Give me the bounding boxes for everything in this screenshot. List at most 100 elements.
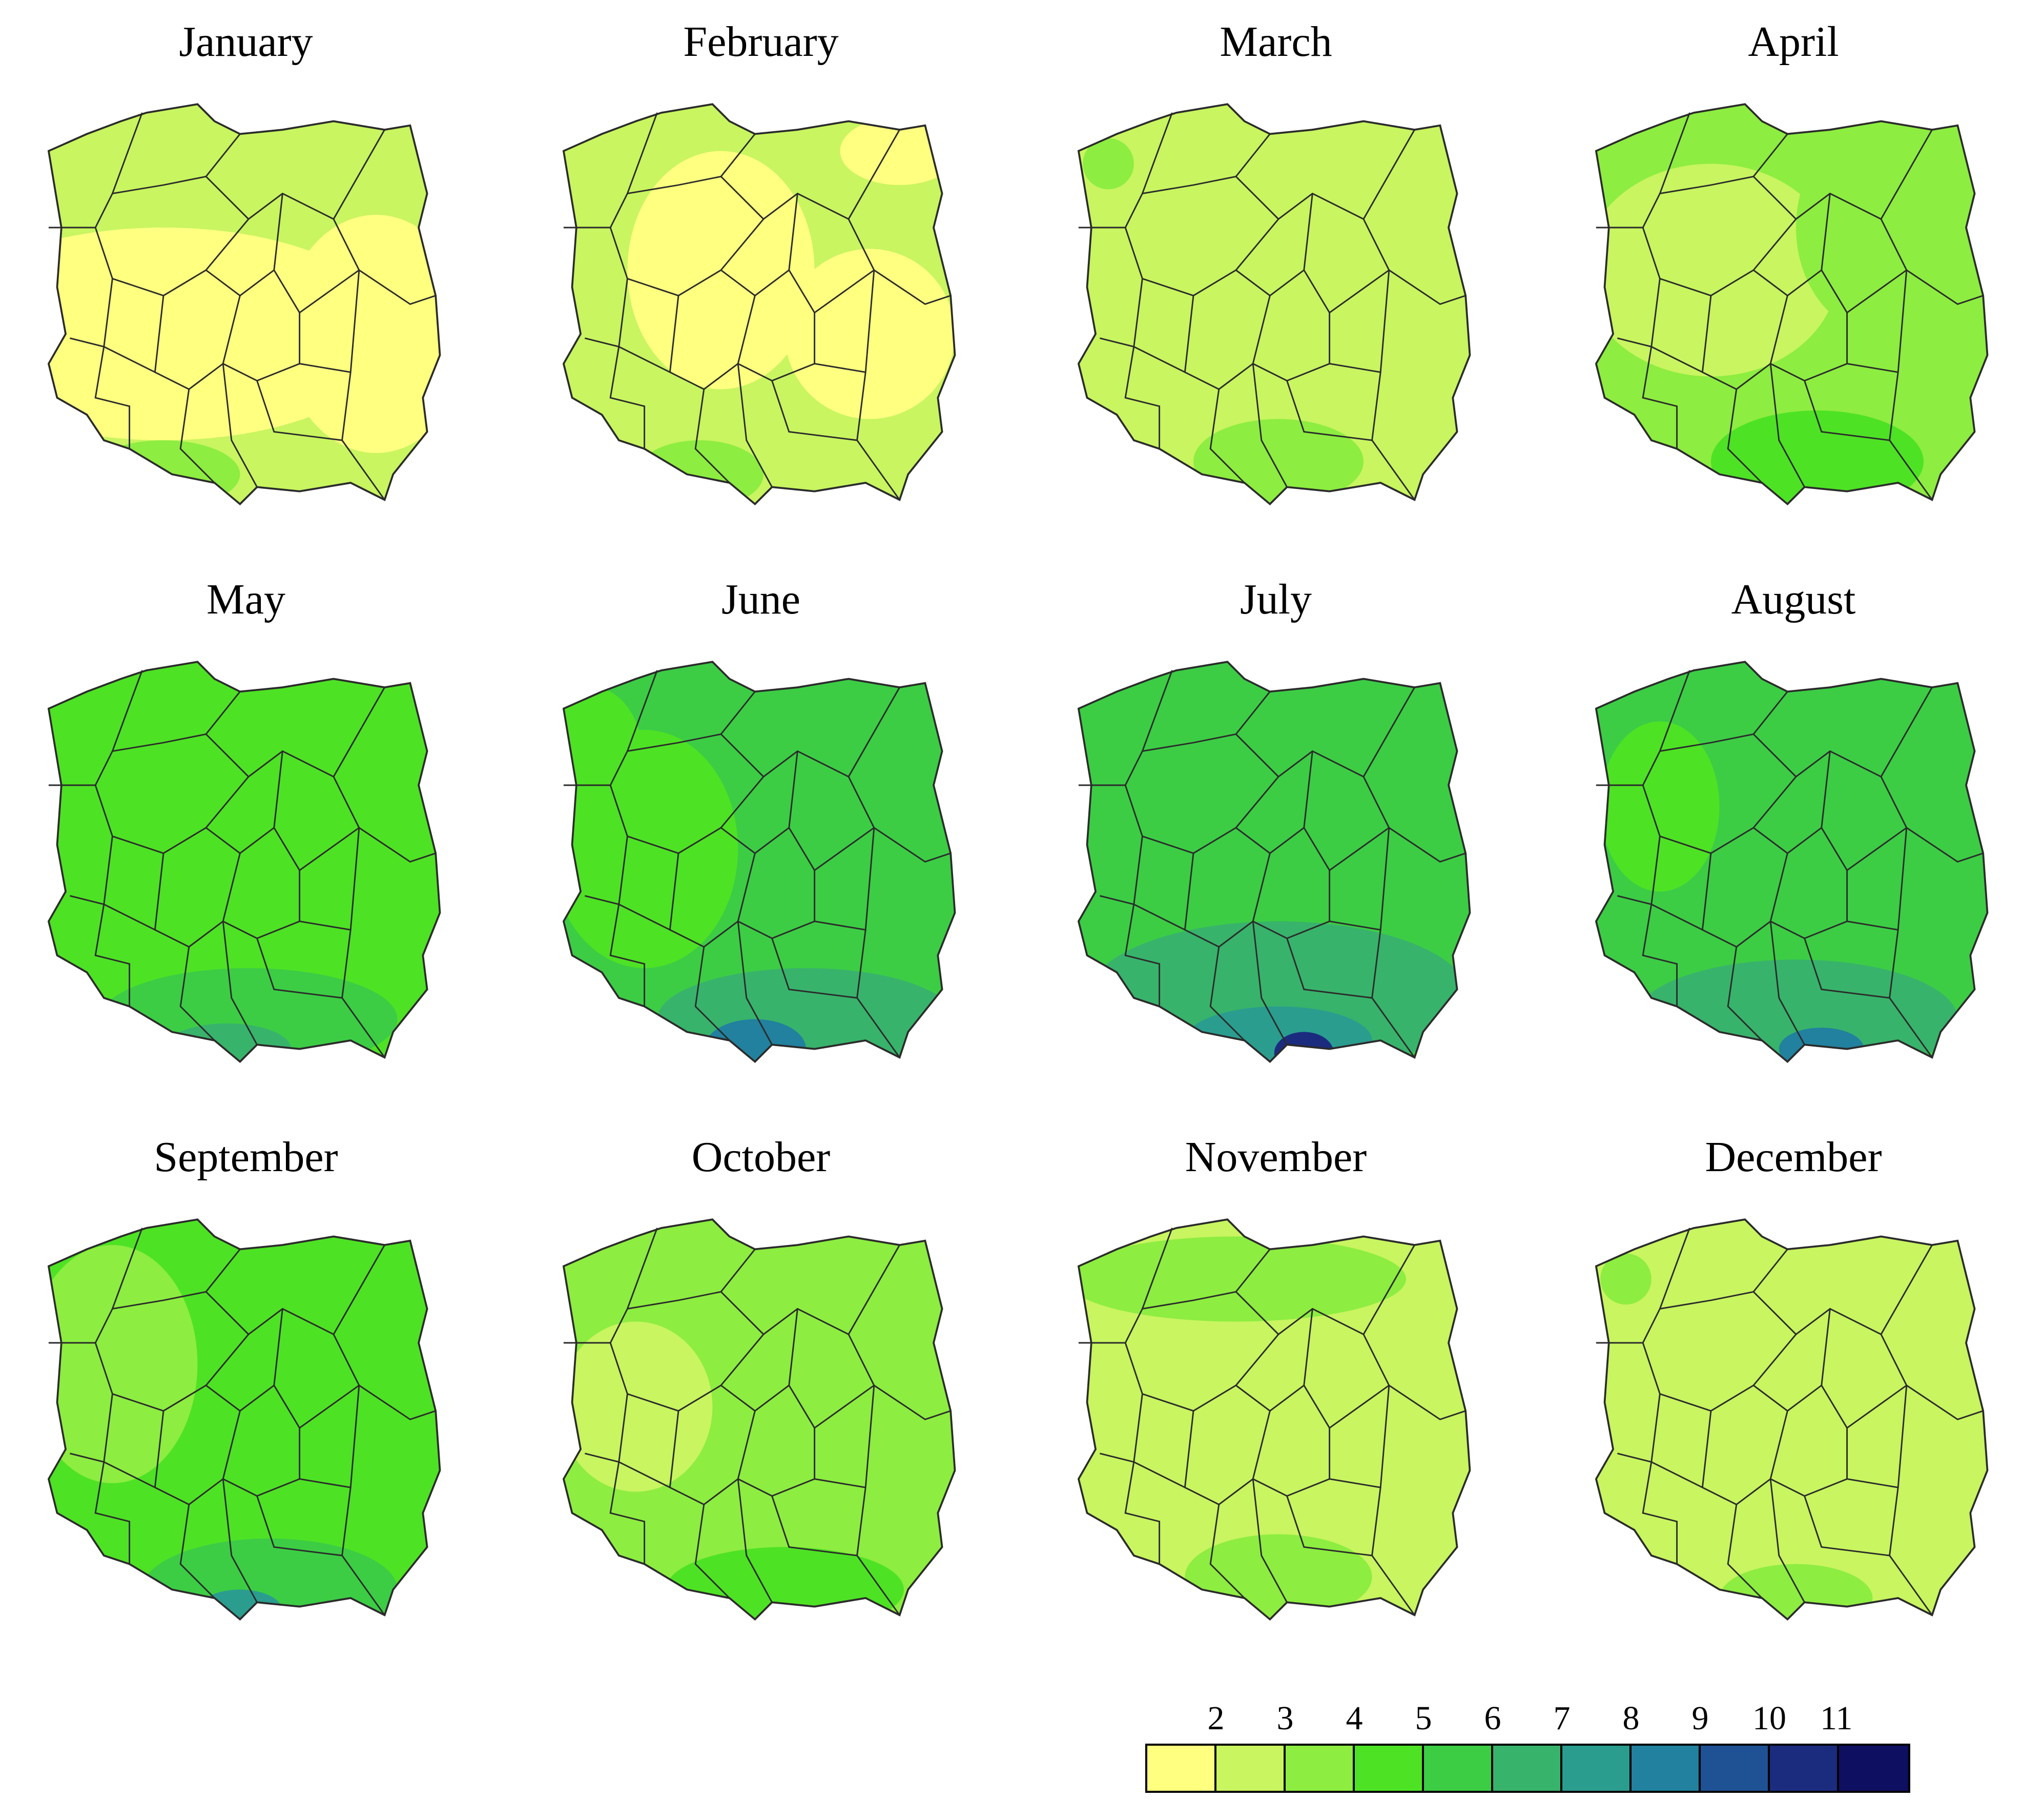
legend-swatch: [1216, 1746, 1286, 1791]
precip-zone: [1185, 1006, 1372, 1062]
precip-zone: [1193, 419, 1364, 504]
country-outline: [1595, 1218, 1989, 1621]
voivodeship-border: [720, 687, 900, 778]
voivodeship-border: [848, 776, 951, 863]
voivodeship-border: [1124, 904, 1161, 1007]
country-outline: [47, 103, 441, 506]
voivodeship-border: [1617, 1342, 1661, 1463]
precip-zone: [704, 1019, 806, 1062]
legend-tick: 4: [1346, 1700, 1363, 1737]
voivodeship-border: [179, 947, 215, 1041]
voivodeship-border: [848, 1334, 951, 1421]
precip-zone: [163, 1023, 292, 1062]
voivodeship-border: [669, 363, 739, 391]
voivodeship-border: [1702, 921, 1771, 948]
precipitation-fill: [1078, 1219, 1470, 1620]
voivodeship-border: [771, 1496, 857, 1557]
precip-zone: [142, 1538, 398, 1620]
voivodeship-border: [70, 227, 113, 348]
voivodeship-border: [1889, 1487, 1933, 1616]
legend-tick: 10: [1752, 1700, 1786, 1737]
voivodeship-border: [1329, 1385, 1390, 1488]
map-panel: December: [1558, 1136, 2029, 1621]
voivodeship-border: [1184, 363, 1254, 391]
map-title: March: [1220, 18, 1332, 66]
precipitation-fill: [563, 1219, 955, 1620]
country-outline: [562, 661, 956, 1064]
voivodeship-border: [848, 218, 951, 305]
voivodeship-border: [1642, 904, 1678, 1007]
color-scale-legend: 2 3 4 5 6 7 8 9 10 11 mm: [1138, 1702, 1937, 1799]
voivodeship-border: [1753, 1308, 1831, 1412]
voivodeship-border: [627, 776, 765, 854]
voivodeship-border: [1209, 947, 1245, 1041]
voivodeship-border: [179, 1504, 215, 1599]
voivodeship-border: [1235, 751, 1313, 854]
voivodeship-border: [112, 776, 250, 854]
country-outline: [47, 661, 441, 1064]
voivodeship-border: [1660, 1249, 1788, 1310]
voivodeship-border: [1286, 1496, 1372, 1557]
precip-zone: [1596, 163, 1839, 377]
voivodeship-border: [627, 1249, 756, 1310]
voivodeship-border: [609, 904, 646, 1007]
voivodeship-border: [1133, 295, 1194, 374]
legend-tick: 7: [1553, 1700, 1571, 1737]
voivodeship-border: [694, 947, 730, 1041]
voivodeship-border: [1078, 1228, 1173, 1344]
voivodeship-border: [1880, 218, 1984, 305]
precip-zone: [840, 117, 955, 185]
precipitation-fill: [1596, 662, 1988, 1062]
voivodeship-border: [1184, 1478, 1254, 1506]
voivodeship-border: [1209, 1504, 1245, 1599]
voivodeship-border: [222, 363, 258, 487]
precip-zone: [1083, 138, 1134, 190]
voivodeship-border: [1847, 1385, 1908, 1488]
voivodeship-border: [333, 218, 436, 305]
voivodeship-border: [1727, 1504, 1763, 1599]
voivodeship-border: [1252, 363, 1288, 487]
voivodeship-border: [563, 112, 658, 229]
voivodeship-border: [112, 1334, 250, 1412]
voivodeship-border: [1596, 112, 1690, 229]
voivodeship-border: [1660, 691, 1788, 752]
voivodeship-border: [1329, 827, 1390, 931]
legend-tick: 9: [1691, 1700, 1709, 1737]
map-title: May: [207, 576, 285, 623]
legend-swatch: [1286, 1746, 1355, 1791]
voivodeship-border: [694, 1504, 730, 1599]
map-panel: November: [1040, 1136, 1512, 1621]
precip-zone: [1719, 1564, 1873, 1620]
map-panel: January: [10, 21, 482, 506]
voivodeship-border: [1889, 372, 1933, 501]
voivodeship-border: [1651, 853, 1712, 931]
poland-precipitation-map: [1077, 103, 1471, 506]
voivodeship-border: [333, 776, 436, 863]
voivodeship-border: [179, 389, 215, 484]
precip-zone: [282, 215, 440, 453]
voivodeship-border: [1142, 133, 1271, 195]
voivodeship-border: [1642, 346, 1678, 449]
voivodeship-border: [737, 1479, 773, 1603]
legend-tick: 8: [1622, 1700, 1640, 1737]
map-title: October: [691, 1133, 831, 1181]
voivodeship-border: [585, 1342, 628, 1463]
precip-zone: [99, 968, 398, 1062]
precip-zone: [563, 1321, 713, 1492]
legend-tick: 5: [1415, 1700, 1432, 1737]
voivodeship-border: [669, 1478, 739, 1506]
map-panel: April: [1558, 21, 2029, 506]
voivodeship-border: [1124, 346, 1161, 449]
voivodeship-border: [94, 904, 131, 1007]
voivodeship-border: [1142, 1249, 1271, 1310]
voivodeship-border: [1209, 389, 1245, 484]
voivodeship-border: [333, 1334, 436, 1421]
voivodeship-border: [1753, 751, 1831, 854]
voivodeship-border: [1651, 1410, 1712, 1489]
voivodeship-border: [627, 691, 756, 752]
legend-tick: 3: [1276, 1700, 1294, 1737]
voivodeship-border: [1702, 363, 1771, 391]
legend-tick: 6: [1484, 1700, 1501, 1737]
voivodeship-border: [1804, 1496, 1890, 1557]
voivodeship-border: [1286, 938, 1372, 999]
